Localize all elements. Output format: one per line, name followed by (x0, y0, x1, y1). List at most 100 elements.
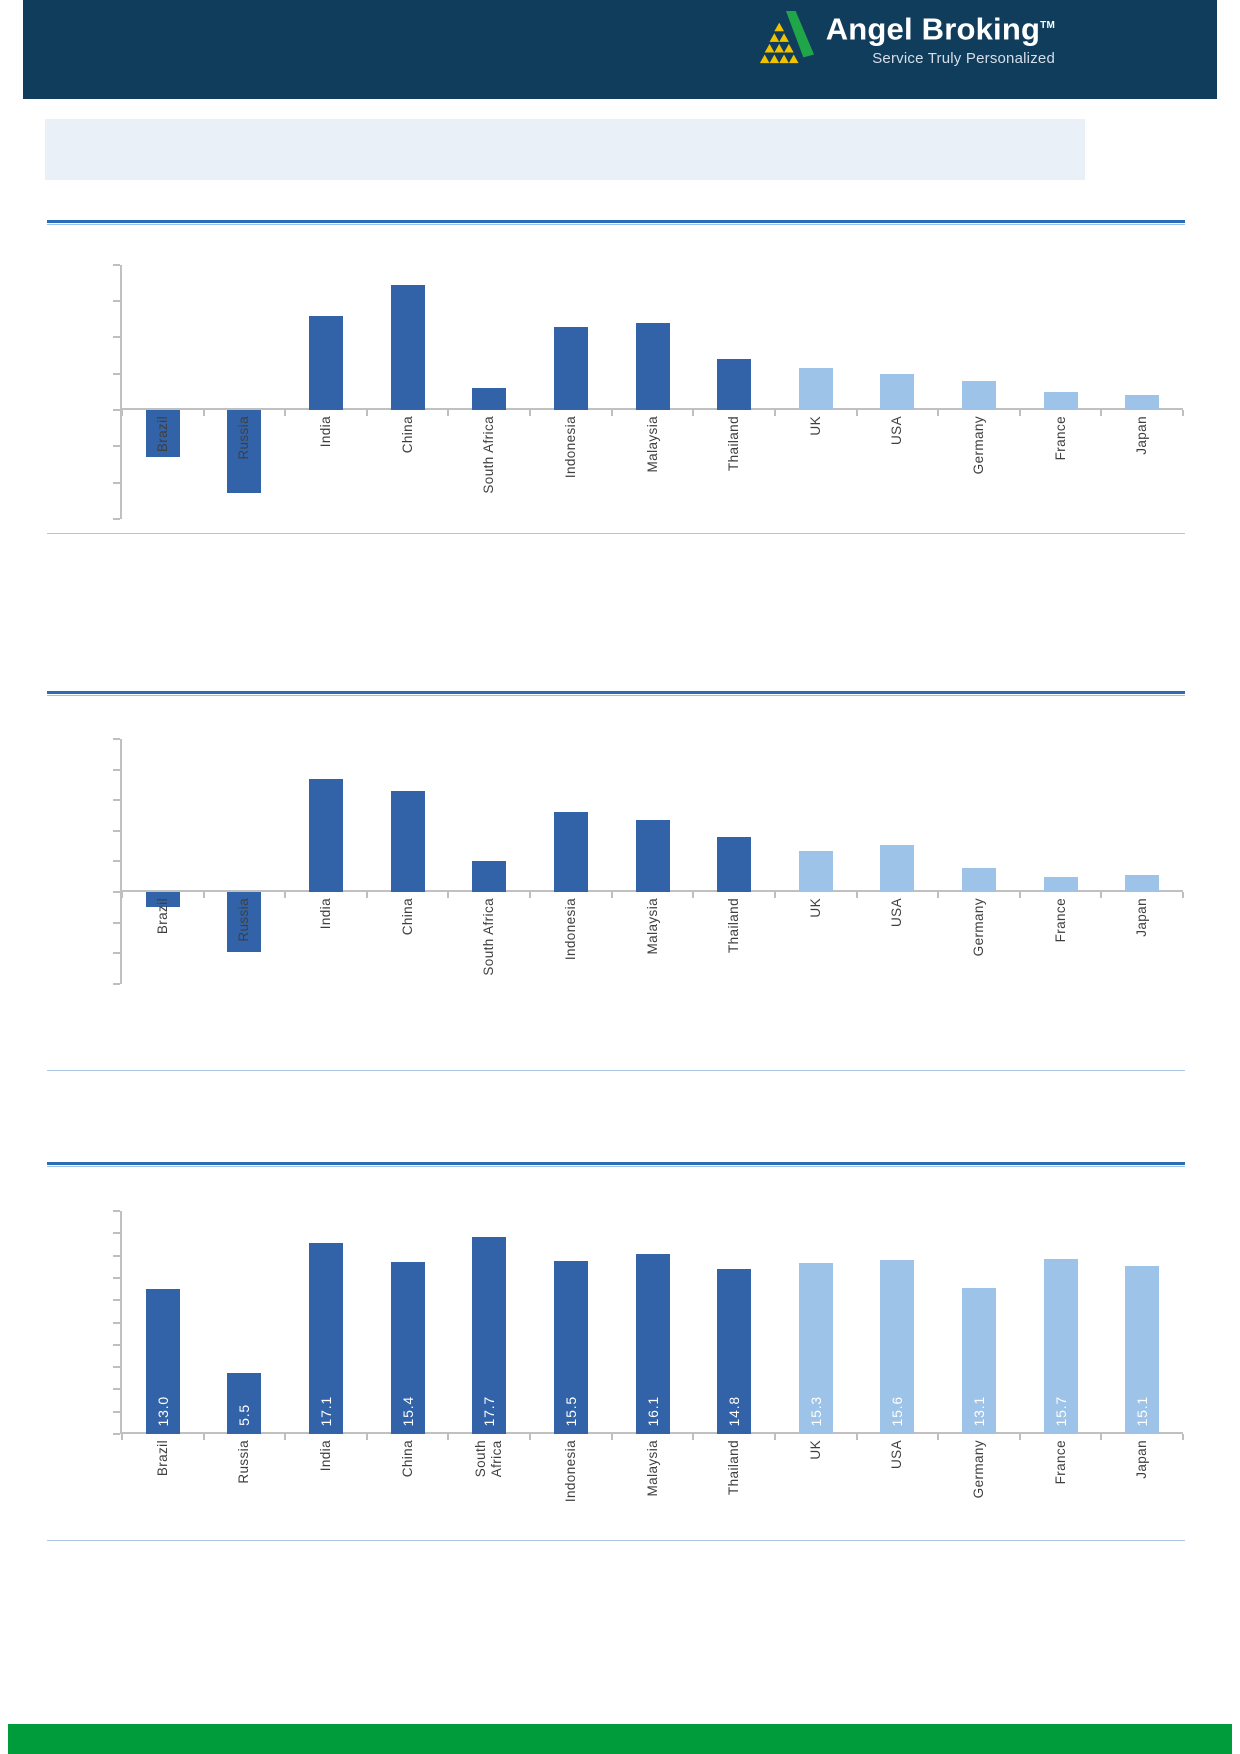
x-axis-label-france: France (1052, 1440, 1068, 1485)
x-axis-tick (937, 892, 940, 898)
bar-germany (961, 380, 996, 410)
bar-france (1043, 391, 1078, 410)
x-axis-label-germany: Germany (970, 1440, 986, 1499)
bar-value-label-russia: 5.5 (236, 1404, 253, 1426)
x-axis-label-russia: Russia (236, 898, 252, 942)
bar-japan (1125, 395, 1160, 410)
bar-indonesia (553, 812, 588, 892)
bar-value-label-japan: 15.1 (1134, 1395, 1151, 1426)
x-axis-tick (202, 410, 205, 416)
x-axis-label-germany: Germany (970, 416, 986, 475)
y-axis-tick (113, 738, 120, 740)
brand-text-block: Angel BrokingTM Service Truly Personaliz… (826, 8, 1055, 67)
y-axis-tick (113, 1388, 120, 1391)
bar-malaysia (635, 820, 670, 892)
bar-value-label-china: 15.4 (399, 1395, 416, 1426)
x-axis-label-malaysia: Malaysia (644, 898, 660, 955)
bar-uk (798, 1263, 833, 1434)
y-axis-tick (113, 409, 120, 411)
bar-value-label-south-africa: 17.7 (481, 1395, 498, 1426)
x-axis-tick (121, 410, 123, 416)
x-axis-tick (610, 892, 613, 898)
bar-uk (798, 368, 833, 410)
section-2-footer-rule (47, 1070, 1185, 1071)
x-axis-label-indonesia: Indonesia (562, 1440, 578, 1503)
section-3-header-rule (47, 1162, 1185, 1167)
y-axis-tick (113, 860, 120, 863)
x-axis-tick (610, 1434, 613, 1440)
bar-thailand (717, 359, 752, 410)
bar-russia (227, 892, 262, 952)
section-3-footer-rule (47, 1540, 1185, 1541)
bar-value-label-indonesia: 15.5 (562, 1395, 579, 1426)
y-axis-tick (113, 445, 120, 448)
x-axis-tick (1018, 410, 1021, 416)
section-1-footer-rule (47, 533, 1185, 534)
bar-brazil (145, 892, 180, 908)
x-axis-label-uk: UK (807, 1440, 823, 1460)
x-axis (122, 408, 1183, 410)
x-axis-label-usa: USA (889, 416, 905, 445)
x-axis-tick (365, 1434, 368, 1440)
x-axis-label-malaysia: Malaysia (644, 416, 660, 473)
x-axis-tick (365, 410, 368, 416)
x-axis-tick (692, 410, 695, 416)
brand-name: Angel BrokingTM (825, 11, 1055, 47)
bar-malaysia (635, 322, 670, 410)
bar-indonesia (553, 326, 588, 410)
x-axis-tick (447, 410, 450, 416)
x-axis-label-france: France (1052, 416, 1068, 461)
angel-broking-pyramid-logo-icon (759, 10, 814, 64)
x-axis-tick (1100, 892, 1103, 898)
x-axis-tick (692, 1434, 695, 1440)
bar-russia (227, 410, 262, 494)
x-axis-label-malaysia: Malaysia (644, 1440, 660, 1497)
y-axis-tick (113, 891, 120, 893)
x-axis-label-uk: UK (807, 898, 823, 918)
y-axis (120, 264, 122, 519)
x-axis-label-brazil: Brazil (154, 416, 170, 453)
y-axis-tick (113, 829, 120, 832)
bar-south-africa (472, 1236, 507, 1434)
bar-india (309, 315, 344, 410)
bar-south-africa (472, 861, 507, 892)
x-axis-tick (121, 892, 123, 898)
bar-india (309, 778, 344, 892)
bar-usa (880, 1260, 915, 1434)
x-axis-label-germany: Germany (970, 898, 986, 957)
y-axis-tick (113, 1433, 120, 1435)
x-axis-tick (1018, 1434, 1021, 1440)
bar-value-label-india: 17.1 (318, 1395, 335, 1426)
x-axis-label-usa: USA (889, 1440, 905, 1469)
y-axis-tick (113, 1299, 120, 1302)
x-axis-label-france: France (1052, 898, 1068, 943)
x-axis-tick (529, 410, 532, 416)
y-axis-tick (113, 1276, 120, 1279)
x-axis-label-india: India (318, 898, 334, 930)
bar-china (390, 284, 425, 410)
bar-value-label-malaysia: 16.1 (644, 1395, 661, 1426)
y-axis-tick (113, 1366, 120, 1369)
x-axis-label-china: China (399, 898, 415, 936)
x-axis-label-japan: Japan (1134, 898, 1150, 937)
bar-value-label-thailand: 14.8 (726, 1395, 743, 1426)
x-axis-tick (202, 892, 205, 898)
x-axis-label-japan: Japan (1134, 1440, 1150, 1479)
x-axis-label-uk: UK (807, 416, 823, 436)
y-axis-tick (113, 336, 120, 339)
x-axis-tick (1182, 410, 1184, 416)
x-axis (122, 1432, 1183, 1434)
y-axis-tick (113, 982, 120, 985)
x-axis-tick (1018, 892, 1021, 898)
bar-value-label-france: 15.7 (1052, 1395, 1069, 1426)
bar-value-label-brazil: 13.0 (154, 1395, 171, 1426)
brand-tagline: Service Truly Personalized (872, 50, 1055, 68)
x-axis-tick (773, 1434, 776, 1440)
x-axis-tick (447, 892, 450, 898)
bar-malaysia (635, 1254, 670, 1434)
x-axis-label-brazil: Brazil (154, 1440, 170, 1477)
x-axis-label-indonesia: Indonesia (562, 416, 578, 479)
bar-india (309, 1243, 344, 1434)
